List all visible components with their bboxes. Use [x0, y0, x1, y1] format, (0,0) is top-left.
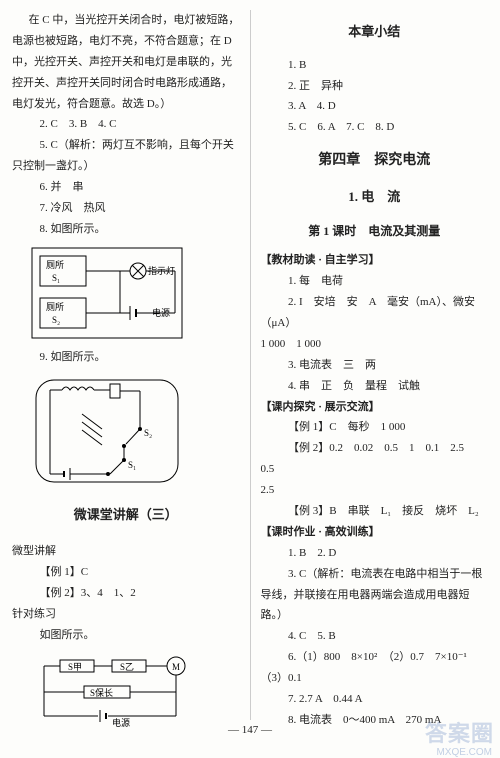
- answer-line: 7. 2.7 A 0.44 A: [261, 689, 489, 710]
- figure-3: S甲 S乙 M S保长 电源: [30, 652, 240, 730]
- answer-line: 1 000 1 000: [261, 334, 489, 355]
- answer-line: 2. I 安培 安 A 毫安（mA）、微安（μA）: [261, 292, 489, 334]
- answer-line: 2. 正 异种: [261, 76, 489, 97]
- watermark: 答案圈: [425, 716, 494, 748]
- answer-line: 4. C 5. B: [261, 626, 489, 647]
- answer-line: 5. C 6. A 7. C 8. D: [261, 117, 489, 138]
- example-line: 【例 3】B 串联 L₁ 接反 烧坏 L₂: [261, 501, 489, 522]
- subsection-title: 第 1 课时 电流及其测量: [261, 220, 489, 243]
- block-title: 【教材助读 · 自主学习】: [261, 250, 489, 271]
- para: 在 C 中，当光控开关闭合时，电灯被短路，电源也被短路，电灯不亮，不符合题意；在…: [12, 10, 240, 114]
- answer-line: 3. 电流表 三 两: [261, 355, 489, 376]
- micro-subhead: 针对练习: [12, 604, 240, 625]
- figure-2: S₂ S₁: [30, 374, 240, 489]
- svg-text:S₁: S₁: [52, 273, 60, 283]
- answer-line: 5. C（解析：两灯互不影响，且每个开关只控制一盏灯。）: [12, 135, 240, 177]
- figure-1: 厕所 S₁ 厕所 S₂ 指示灯 电源: [30, 246, 240, 341]
- example-line: 【例 1】C 每秒 1 000: [261, 417, 489, 438]
- svg-text:电源: 电源: [112, 717, 130, 728]
- micro-title: 微课堂讲解（三）: [12, 503, 240, 528]
- svg-text:S₁: S₁: [128, 460, 136, 470]
- answer-line: 1. 每 电荷: [261, 271, 489, 292]
- answer-line: 7. 冷风 热风: [12, 198, 240, 219]
- example-line: 【例 1】C: [12, 562, 240, 583]
- answer-line: 9. 如图所示。: [12, 347, 240, 368]
- column-divider: [250, 10, 251, 720]
- svg-text:厕所: 厕所: [46, 260, 64, 270]
- svg-text:S乙: S乙: [120, 662, 134, 672]
- answer-line: 4. 串 正 负 量程 试触: [261, 376, 489, 397]
- micro-subhead: 微型讲解: [12, 541, 240, 562]
- example-line: 【例 2】3、4 1、2: [12, 583, 240, 604]
- para: 如图所示。: [12, 625, 240, 646]
- section-title: 1. 电 流: [261, 185, 489, 210]
- answer-line: 2. C 3. B 4. C: [12, 114, 240, 135]
- answer-line: 8. 如图所示。: [12, 219, 240, 240]
- svg-text:S₂: S₂: [144, 428, 152, 438]
- example-line: 【例 2】0.2 0.02 0.5 1 0.1 2.5 0.5: [261, 438, 489, 480]
- answer-line: 3. A 4. D: [261, 96, 489, 117]
- watermark-sub: MXQE.COM: [436, 747, 492, 758]
- chapter-title: 第四章 探究电流: [261, 148, 489, 175]
- answer-line: 6. 并 串: [12, 177, 240, 198]
- block-title: 【课时作业 · 高效训练】: [261, 522, 489, 543]
- right-column: 本章小结 1. B 2. 正 异种 3. A 4. D 5. C 6. A 7.…: [253, 10, 489, 720]
- svg-text:S₂: S₂: [52, 315, 60, 325]
- answer-line: 1. B 2. D: [261, 543, 489, 564]
- answer-line: 6.（1）800 8×10² （2）0.7 7×10⁻¹ （3）0.1: [261, 647, 489, 689]
- block-title: 【课内探究 · 展示交流】: [261, 397, 489, 418]
- left-column: 在 C 中，当光控开关闭合时，电灯被短路，电源也被短路，电灯不亮，不符合题意；在…: [12, 10, 248, 720]
- summary-title: 本章小结: [261, 20, 489, 45]
- example-line: 2.5: [261, 480, 489, 501]
- svg-text:M: M: [172, 662, 180, 672]
- svg-text:厕所: 厕所: [46, 302, 64, 312]
- page: 在 C 中，当光控开关闭合时，电灯被短路，电源也被短路，电灯不亮，不符合题意；在…: [0, 0, 500, 720]
- svg-text:S保长: S保长: [90, 687, 113, 698]
- svg-text:S甲: S甲: [68, 662, 82, 672]
- answer-line: 3. C（解析：电流表在电路中相当于一根导线，并联接在用电器两端会造成用电器短路…: [261, 564, 489, 627]
- answer-line: 1. B: [261, 55, 489, 76]
